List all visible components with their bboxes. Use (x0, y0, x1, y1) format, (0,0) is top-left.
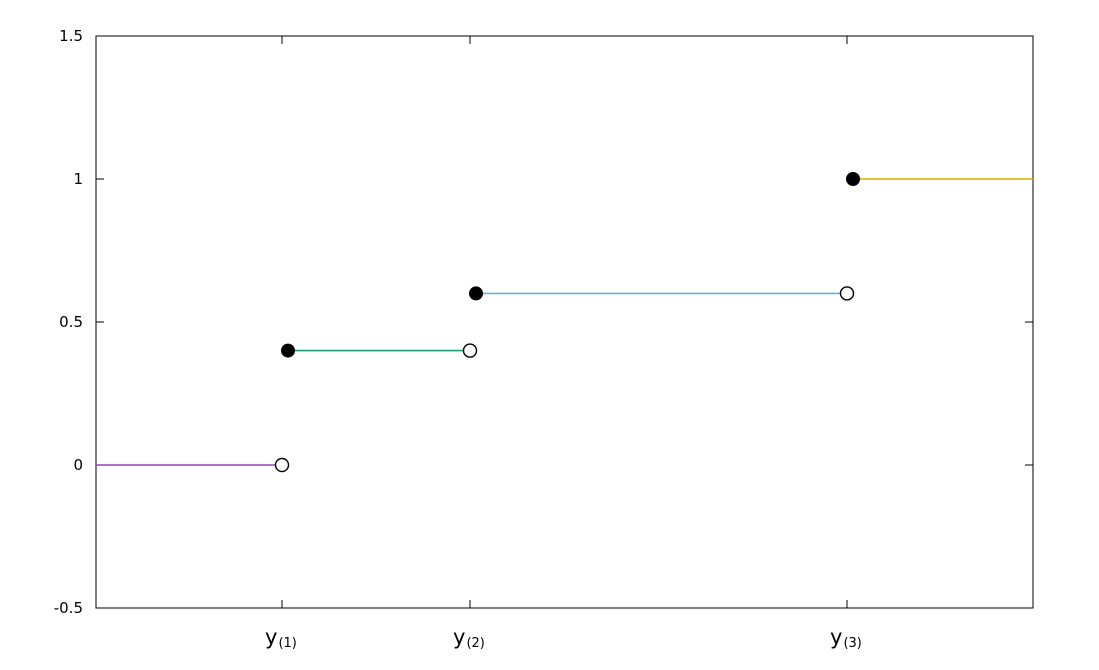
y-tick-label: 1.5 (59, 27, 83, 45)
y-tick-labels: -0.5 0 0.5 1 1.5 (54, 27, 83, 617)
x-tick-label: y(2) (453, 625, 485, 651)
closed-point-3 (469, 286, 483, 301)
y-tick-label: 1 (73, 170, 83, 188)
closed-point-2 (281, 343, 295, 358)
open-point-2 (462, 343, 478, 358)
x-tick-labels: y(1) y(2) y(3) (265, 625, 862, 651)
x-tick-label: y(3) (830, 625, 862, 651)
y-tick-label: 0.5 (59, 313, 83, 331)
y-tick-label: 0 (73, 456, 83, 474)
y-tick-label: -0.5 (54, 599, 83, 617)
open-point-3 (839, 286, 855, 301)
step-markers (274, 172, 860, 473)
open-point-1 (274, 457, 290, 473)
plot-frame (95, 35, 1034, 609)
closed-point-4 (846, 172, 860, 186)
axis-ticks (96, 35, 1033, 609)
step-segments (96, 178, 1033, 466)
x-tick-label: y(1) (265, 625, 297, 651)
